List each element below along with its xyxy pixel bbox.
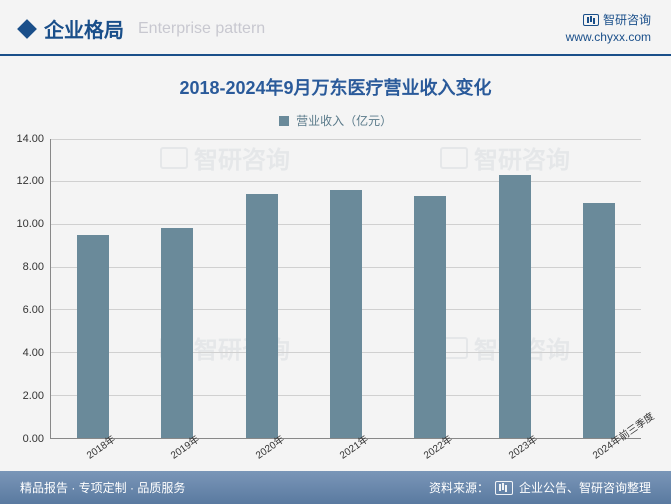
y-tick-label: 0.00 bbox=[23, 433, 44, 445]
header-brand: 智研咨询 www.chyxx.com bbox=[566, 12, 651, 46]
brand-chart-icon bbox=[583, 14, 599, 26]
x-labels: 2018年2019年2020年2021年2022年2023年2024年前三季度 bbox=[51, 431, 641, 446]
x-tick-label: 2023年 bbox=[504, 431, 539, 462]
bar bbox=[330, 190, 362, 438]
bar bbox=[161, 228, 193, 437]
header-left: 企业格局 Enterprise pattern bbox=[20, 14, 265, 43]
plot-area: 2018年2019年2020年2021年2022年2023年2024年前三季度 bbox=[50, 139, 641, 439]
brand-name: 智研咨询 bbox=[603, 12, 651, 29]
y-tick-label: 2.00 bbox=[23, 390, 44, 402]
diamond-icon bbox=[17, 19, 37, 39]
footer-right: 资料来源： 企业公告、智研咨询整理 bbox=[429, 479, 651, 496]
x-tick-label: 2018年 bbox=[83, 431, 118, 462]
bar bbox=[77, 235, 109, 438]
bars-container bbox=[51, 139, 641, 438]
x-tick-label: 2019年 bbox=[167, 431, 202, 462]
bar bbox=[414, 196, 446, 437]
x-tick-label: 2021年 bbox=[336, 431, 371, 462]
footer-chart-icon bbox=[495, 481, 513, 495]
chart-title: 2018-2024年9月万东医疗营业收入变化 bbox=[0, 74, 671, 100]
y-tick-label: 6.00 bbox=[23, 304, 44, 316]
header: 企业格局 Enterprise pattern 智研咨询 www.chyxx.c… bbox=[0, 0, 671, 56]
header-title-en: Enterprise pattern bbox=[138, 20, 265, 38]
header-title-cn: 企业格局 bbox=[44, 14, 124, 43]
footer-source-label: 资料来源： bbox=[429, 479, 489, 496]
y-axis: 0.002.004.006.008.0010.0012.0014.00 bbox=[10, 139, 50, 439]
legend-marker-icon bbox=[279, 116, 289, 126]
y-tick-label: 10.00 bbox=[16, 218, 44, 230]
bar bbox=[583, 203, 615, 438]
footer: 精品报告 · 专项定制 · 品质服务 资料来源： 企业公告、智研咨询整理 bbox=[0, 471, 671, 504]
chart-legend: 营业收入（亿元） bbox=[0, 112, 671, 129]
legend-label: 营业收入（亿元） bbox=[296, 114, 392, 128]
chart-area: 0.002.004.006.008.0010.0012.0014.00 2018… bbox=[50, 139, 641, 439]
y-tick-label: 12.00 bbox=[16, 175, 44, 187]
y-tick-label: 8.00 bbox=[23, 261, 44, 273]
bar bbox=[499, 175, 531, 438]
footer-left: 精品报告 · 专项定制 · 品质服务 bbox=[20, 479, 185, 496]
y-tick-label: 14.00 bbox=[16, 133, 44, 145]
bar bbox=[246, 194, 278, 437]
x-tick-label: 2020年 bbox=[251, 431, 286, 462]
brand-url: www.chyxx.com bbox=[566, 29, 651, 46]
x-tick-label: 2024年前三季度 bbox=[589, 431, 624, 462]
footer-source-value: 企业公告、智研咨询整理 bbox=[519, 479, 651, 496]
y-tick-label: 4.00 bbox=[23, 347, 44, 359]
x-tick-label: 2022年 bbox=[420, 431, 455, 462]
